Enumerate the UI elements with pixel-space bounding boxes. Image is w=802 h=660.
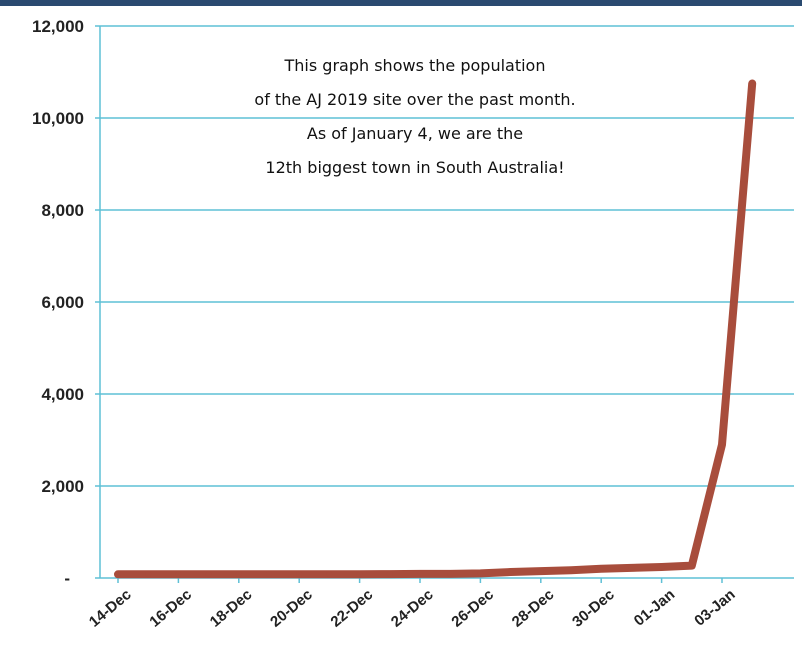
x-tick-label: 14-Dec	[86, 586, 135, 631]
data-point	[266, 571, 272, 578]
annotation-line-4: 12th biggest town in South Australia!	[265, 158, 564, 177]
data-point	[205, 571, 212, 578]
data-point	[235, 571, 242, 578]
data-point	[658, 563, 665, 570]
data-point	[296, 571, 303, 578]
data-point	[628, 564, 635, 571]
y-tick-label: 6,000	[41, 293, 84, 312]
x-tick-label: 30-Dec	[569, 586, 618, 631]
x-tick-label: 18-Dec	[207, 586, 256, 631]
data-point	[598, 565, 605, 572]
x-tick-label: 03-Jan	[691, 586, 738, 630]
x-tick-label: 28-Dec	[509, 586, 558, 631]
series-group	[114, 79, 757, 579]
top-banner-bar	[0, 0, 802, 6]
data-point	[568, 567, 574, 574]
data-point	[145, 571, 152, 578]
data-point	[749, 80, 756, 87]
data-point	[175, 571, 182, 578]
y-tick-label: 12,000	[32, 17, 84, 36]
data-point	[447, 570, 454, 577]
data-point	[417, 570, 423, 577]
x-tick-label: 22-Dec	[328, 586, 377, 631]
y-tick-label: -	[64, 569, 70, 588]
x-tick-label: 20-Dec	[267, 586, 316, 631]
series-line-0	[114, 79, 757, 579]
annotation-line-2: of the AJ 2019 site over the past month.	[254, 90, 575, 109]
y-tick-label: 4,000	[41, 385, 84, 404]
data-point	[477, 570, 484, 577]
data-point	[115, 571, 121, 578]
y-tick-label: 8,000	[41, 201, 84, 220]
data-point	[507, 569, 514, 576]
x-tick-label: 26-Dec	[448, 586, 497, 631]
annotation-line-3: As of January 4, we are the	[307, 124, 523, 143]
grid-lines	[100, 25, 794, 487]
data-point	[356, 571, 363, 578]
y-tick-label: 2,000	[41, 477, 84, 496]
data-point	[386, 571, 393, 578]
data-point	[537, 568, 544, 575]
annotation-text: This graph shows the population of the A…	[254, 56, 575, 177]
data-point	[719, 441, 725, 448]
x-tick-labels: 14-Dec 16-Dec 18-Dec 20-Dec 22-Dec 24-Dec 26-D…	[86, 578, 739, 631]
x-tick-label: 24-Dec	[388, 586, 437, 631]
annotation-line-1: This graph shows the population	[284, 56, 546, 75]
y-tick-label: 10,000	[32, 109, 84, 128]
x-tick-label: 01-Jan	[631, 586, 678, 630]
x-tick-label: 16-Dec	[146, 586, 195, 631]
data-point	[326, 571, 333, 578]
data-point	[688, 562, 695, 569]
y-tick-labels: - 2,000 4,000 6,000 8,000 10,000 12,000	[32, 17, 100, 588]
